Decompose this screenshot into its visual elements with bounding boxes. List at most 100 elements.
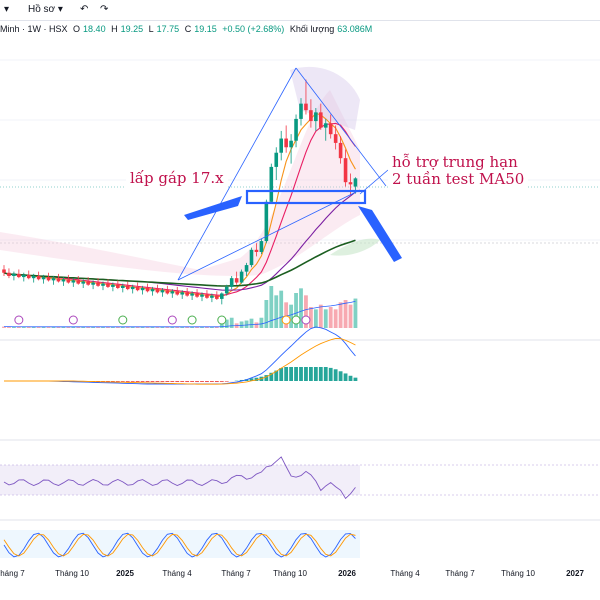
candle — [343, 149, 348, 187]
profile-menu[interactable]: Hồ sơ ▾ — [28, 4, 63, 15]
support-annotation-line2: 2 tuần test MA50 — [392, 169, 525, 188]
candle-body — [17, 273, 21, 278]
macd-histogram-bar — [190, 381, 194, 382]
candle — [244, 262, 249, 276]
macd-histogram-bar — [165, 381, 170, 383]
close-value: 19.15 — [194, 24, 217, 34]
macd-histogram-bar — [200, 381, 204, 382]
candle-body — [86, 281, 90, 285]
volume-bar — [41, 327, 46, 328]
volume-bar — [224, 319, 229, 328]
trend-line — [295, 67, 387, 187]
volume-bar — [51, 327, 56, 328]
symbol-label[interactable]: Minh · 1W · HSX — [0, 24, 68, 34]
macd-histogram-bar — [264, 375, 269, 381]
candle-body — [7, 272, 11, 276]
volume-bar — [61, 327, 66, 328]
volume-bar — [338, 302, 343, 328]
volume-bar — [66, 326, 71, 328]
candle — [31, 273, 36, 283]
candle — [56, 273, 61, 283]
grid — [0, 59, 600, 521]
volume-bar — [353, 298, 358, 328]
candle — [215, 291, 219, 300]
trend-line — [177, 67, 297, 281]
ma-mid-line — [3, 122, 356, 296]
volume-bar — [165, 326, 170, 328]
arrow-to-support — [358, 206, 402, 262]
macd-histogram-bar — [210, 381, 214, 382]
candle — [7, 268, 11, 279]
candle — [71, 278, 76, 287]
macd-histogram-bar — [279, 367, 284, 381]
support-annotation[interactable]: hỗ trợ trung hạn 2 tuần test MA50 — [388, 152, 529, 189]
candle — [195, 289, 199, 298]
candle — [155, 284, 160, 294]
candle-body — [229, 278, 234, 287]
candle — [234, 271, 239, 285]
volume-bar — [31, 327, 36, 328]
candle-body — [130, 286, 135, 290]
low-label: L — [148, 24, 154, 34]
event-marker — [167, 315, 177, 325]
volume-bar — [7, 326, 11, 328]
macd-histogram-bar — [175, 381, 180, 383]
candle-body — [22, 274, 26, 278]
candle — [239, 269, 244, 284]
candle-body — [125, 285, 130, 290]
candle-body — [106, 283, 110, 287]
candle-body — [190, 293, 194, 296]
macd-histogram-bar — [348, 375, 353, 381]
volume-bar — [175, 326, 180, 328]
candle — [304, 79, 308, 115]
candle-body — [195, 293, 199, 297]
candle-body — [91, 282, 95, 285]
volume-bar — [269, 286, 274, 328]
candle-body — [353, 178, 358, 187]
volume-bar — [229, 317, 234, 328]
candle-body — [269, 166, 274, 202]
candle — [319, 103, 323, 130]
candle — [180, 290, 184, 299]
volume-bar — [309, 307, 313, 328]
candle-body — [319, 112, 323, 128]
macd-histogram-bar — [155, 381, 160, 383]
redo-icon[interactable]: ↷ — [100, 4, 109, 15]
candle — [46, 272, 51, 282]
x-tick-label: Tháng 10 — [55, 569, 89, 578]
volume-bar — [26, 326, 31, 328]
candle-body — [185, 292, 189, 296]
candle-body — [294, 118, 298, 141]
macd-histogram-bar — [185, 381, 190, 383]
candle — [269, 163, 274, 204]
gap-annotation[interactable]: lấp gáp 17.x — [126, 168, 228, 189]
candle — [91, 280, 95, 290]
candle — [86, 277, 90, 286]
chevron-down-icon[interactable]: ▾ — [4, 4, 10, 15]
candle-body — [81, 281, 85, 284]
x-tick-label: Tháng 7 — [445, 569, 475, 578]
candle-body — [205, 294, 209, 298]
drawings[interactable] — [177, 67, 402, 281]
candle — [190, 291, 194, 300]
top-toolbar: ▾ Hồ sơ ▾ ↶ ↷ — [0, 0, 600, 21]
macd-histogram-bar — [244, 379, 249, 381]
undo-icon[interactable]: ↶ — [80, 4, 89, 15]
volume-bar — [106, 326, 110, 328]
volume-bar — [71, 327, 76, 328]
volume-bar — [46, 326, 51, 328]
candle — [2, 265, 6, 276]
volume-bar — [348, 304, 353, 328]
candle — [66, 274, 71, 284]
candle — [210, 293, 214, 303]
candle — [81, 279, 85, 288]
candle — [200, 292, 204, 302]
macd-histogram-bar — [239, 379, 244, 381]
candle — [125, 281, 130, 291]
candle-body — [200, 294, 204, 297]
candle-body — [96, 282, 100, 286]
event-marker — [301, 315, 311, 325]
candle-body — [160, 290, 165, 293]
volume-bar — [101, 327, 105, 328]
